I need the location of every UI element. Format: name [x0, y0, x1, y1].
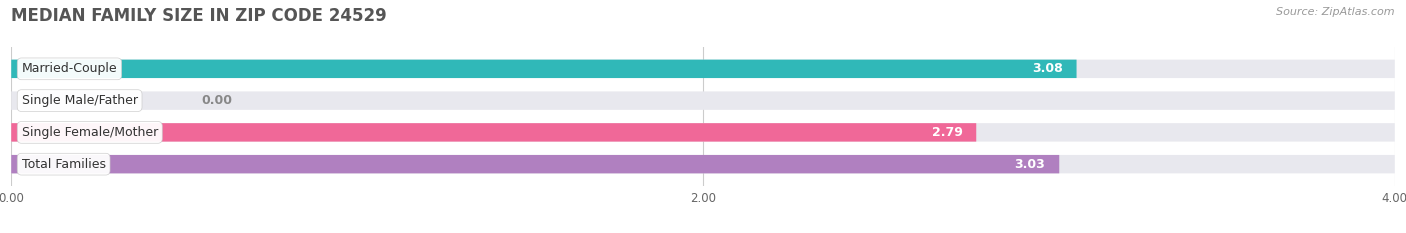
Text: 3.03: 3.03	[1015, 158, 1046, 171]
FancyBboxPatch shape	[11, 155, 1059, 173]
Text: Source: ZipAtlas.com: Source: ZipAtlas.com	[1277, 7, 1395, 17]
FancyBboxPatch shape	[11, 155, 1395, 173]
FancyBboxPatch shape	[11, 123, 976, 142]
Text: Married-Couple: Married-Couple	[21, 62, 117, 75]
Text: Single Male/Father: Single Male/Father	[21, 94, 138, 107]
FancyBboxPatch shape	[11, 91, 1395, 110]
FancyBboxPatch shape	[11, 123, 1395, 142]
Text: 3.08: 3.08	[1032, 62, 1063, 75]
Text: 0.00: 0.00	[201, 94, 232, 107]
FancyBboxPatch shape	[11, 60, 1077, 78]
FancyBboxPatch shape	[11, 60, 1395, 78]
Text: Total Families: Total Families	[21, 158, 105, 171]
Text: MEDIAN FAMILY SIZE IN ZIP CODE 24529: MEDIAN FAMILY SIZE IN ZIP CODE 24529	[11, 7, 387, 25]
Text: 2.79: 2.79	[932, 126, 962, 139]
Text: Single Female/Mother: Single Female/Mother	[21, 126, 157, 139]
